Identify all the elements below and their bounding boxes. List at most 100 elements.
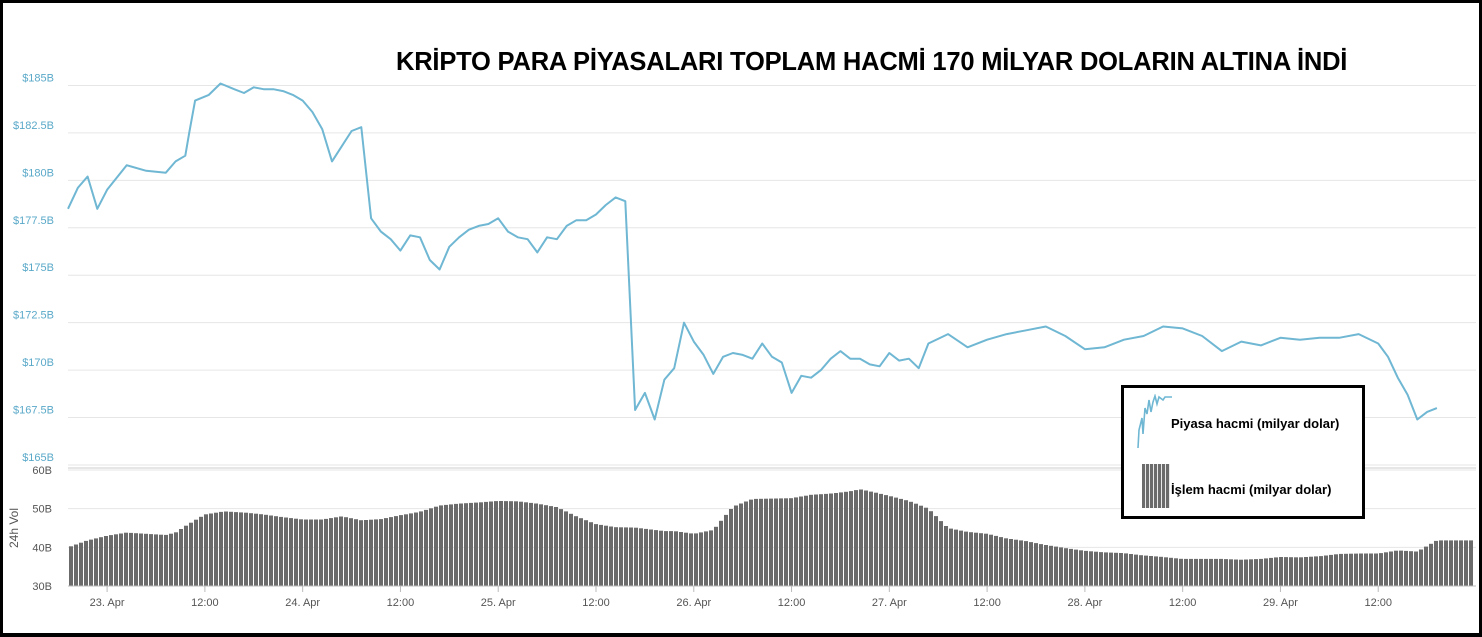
volume-bar [879, 493, 883, 586]
price-y-tick-label: $175B [22, 262, 54, 274]
price-y-tick-label: $185B [22, 72, 54, 84]
volume-bar [694, 533, 698, 586]
volume-bar [194, 519, 198, 586]
volume-bar [1359, 553, 1363, 586]
volume-bar [934, 516, 938, 586]
volume-bar [324, 518, 328, 586]
volume-bar [1004, 538, 1008, 586]
volume-bar [549, 506, 553, 586]
volume-bar [1234, 559, 1238, 586]
volume-bar [1129, 554, 1133, 586]
volume-bar [914, 503, 918, 586]
volume-bar [959, 530, 963, 586]
volume-bar [1264, 558, 1268, 586]
volume-bar [224, 511, 228, 586]
volume-bar [764, 498, 768, 586]
volume-bar [279, 516, 283, 586]
volume-bar [1164, 557, 1168, 586]
volume-bar [794, 497, 798, 586]
volume-bar [1374, 553, 1378, 586]
volume-bar [1339, 553, 1343, 586]
volume-bar [1054, 546, 1058, 586]
x-tick-label: 12:00 [778, 597, 806, 609]
volume-bar [904, 500, 908, 586]
volume-bar [254, 513, 258, 586]
volume-bar [84, 540, 88, 586]
volume-bar [79, 542, 83, 586]
volume-y-tick-label: 30B [32, 581, 52, 593]
volume-bar [429, 508, 433, 586]
volume-bar [909, 501, 913, 586]
volume-bar [1174, 558, 1178, 586]
volume-bar [1149, 556, 1153, 586]
volume-bar [834, 493, 838, 586]
volume-bar [444, 504, 448, 586]
volume-bar [474, 502, 478, 586]
volume-bar [249, 513, 253, 586]
volume-bar [1154, 556, 1158, 586]
legend-volume-label: İşlem hacmi (milyar dolar) [1171, 482, 1332, 497]
volume-bar [1384, 552, 1388, 586]
volume-bar [1024, 541, 1028, 586]
volume-bars-layer [69, 489, 1473, 586]
volume-bar [524, 502, 528, 586]
volume-bar [844, 491, 848, 586]
legend-line-swatch [1137, 394, 1172, 449]
x-tick-label: 12:00 [191, 597, 219, 609]
volume-bar [769, 498, 773, 586]
volume-bar [1429, 543, 1433, 586]
volume-bar [1124, 553, 1128, 586]
volume-bar [799, 496, 803, 586]
x-tick-label: 23. Apr [90, 597, 125, 609]
volume-bar [349, 518, 353, 586]
price-y-tick-label: $167.5B [13, 405, 54, 417]
volume-bar [829, 493, 833, 586]
volume-bar [1344, 553, 1348, 586]
volume-bar [539, 504, 543, 586]
volume-bar [824, 493, 828, 586]
volume-bar [1194, 558, 1198, 586]
volume-bar [929, 511, 933, 586]
volume-bar [1304, 557, 1308, 586]
volume-bar [714, 526, 718, 586]
volume-bar [1189, 558, 1193, 586]
volume-bar [1279, 557, 1283, 586]
volume-bar [1099, 552, 1103, 586]
volume-bar [579, 518, 583, 586]
volume-bar [1299, 557, 1303, 586]
volume-bar [484, 501, 488, 586]
volume-bar [639, 528, 643, 586]
volume-bar [1464, 540, 1468, 586]
volume-bar [569, 513, 573, 586]
volume-bar [139, 533, 143, 586]
volume-bar [584, 520, 588, 586]
volume-bar [1049, 545, 1053, 586]
volume-bar [744, 501, 748, 586]
volume-bar [1439, 540, 1443, 586]
price-y-ticks: $165B $167.5B $170B $172.5B $175B $177.5B $180… [13, 72, 54, 464]
volume-bar [104, 536, 108, 586]
volume-bar [884, 495, 888, 586]
volume-bar [244, 512, 248, 586]
volume-bar [234, 512, 238, 586]
legend-price-label: Piyasa hacmi (milyar dolar) [1171, 416, 1340, 431]
volume-bar [404, 514, 408, 586]
volume-bar [739, 503, 743, 586]
volume-bar [294, 518, 298, 586]
volume-bar [654, 530, 658, 586]
volume-bar [1269, 557, 1273, 586]
volume-bar [189, 522, 193, 586]
volume-bar [594, 524, 598, 586]
volume-bar [1159, 556, 1163, 586]
volume-bar [199, 516, 203, 586]
volume-bar [499, 501, 503, 586]
volume-bar [1449, 540, 1453, 586]
volume-bar [1069, 548, 1073, 586]
volume-bar [1019, 540, 1023, 586]
volume-bar [939, 521, 943, 586]
price-y-tick-label: $182.5B [13, 120, 54, 132]
volume-bar [859, 489, 863, 586]
volume-bar [669, 531, 673, 586]
x-axis-ticks: 23. Apr 12:00 24. Apr 12:00 25. Apr 12:00 26. … [68, 585, 1476, 609]
volume-bar [604, 525, 608, 586]
